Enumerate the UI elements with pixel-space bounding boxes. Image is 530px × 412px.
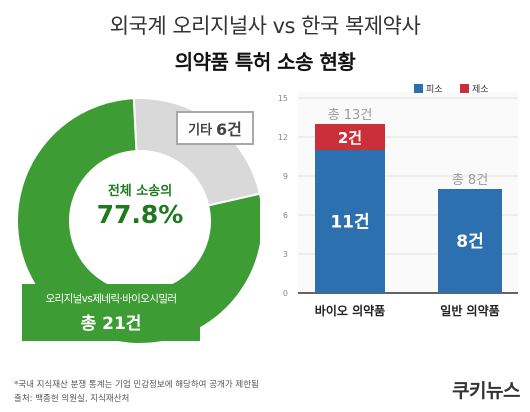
donut-other-callout: 기타 6건 [176, 111, 254, 145]
bar-total-label-0: 총 13건 [328, 108, 373, 123]
y-tick-label: 15 [278, 94, 288, 103]
donut-main-callout: 오리지널vs제네릭·바이오시밀러 총 21건 [22, 284, 200, 341]
footnote-line1: *국내 지식재산 분쟁 통계는 기업 민감정보에 해당하여 공개가 제한됨 [14, 380, 259, 390]
title-line2: 의약품 특허 소송 현황 [174, 50, 356, 74]
donut-other-label: 기타 [188, 122, 213, 138]
bar-value-label-0-1: 2건 [338, 129, 362, 147]
legend-label-1: 제소 [472, 84, 489, 95]
x-category-label-1: 일반 의약품 [440, 303, 499, 318]
bar-total-label-1: 총 8건 [452, 173, 488, 188]
y-tick-label: 3 [283, 250, 288, 259]
bar-0-0 [315, 150, 385, 293]
legend-label-0: 피소 [426, 84, 443, 95]
footnote: *국내 지식재산 분쟁 통계는 기업 민감정보에 해당하여 공개가 제한됨 출처… [14, 378, 259, 406]
title-line1: 외국계 오리지널사 vs 한국 복제약사 [109, 14, 421, 38]
brand-logo: 쿠키뉴스 [452, 380, 520, 402]
donut-main-value: 총 21건 [80, 314, 142, 334]
donut-main-label: 오리지널vs제네릭·바이오시밀러 [45, 293, 177, 305]
y-tick-label: 0 [283, 289, 288, 298]
y-tick-label: 12 [278, 133, 288, 142]
bar-value-label-1-0: 8건 [456, 232, 483, 252]
bar-value-label-0-0: 11건 [330, 213, 369, 233]
donut-center-value: 77.8% [96, 200, 184, 229]
legend-swatch-1 [460, 84, 469, 93]
bar-1-0 [438, 189, 502, 293]
bar-0-1 [315, 124, 385, 150]
y-tick-label: 6 [283, 211, 288, 220]
y-tick-label: 9 [283, 172, 288, 181]
x-category-label-0: 바이오 의약품 [315, 303, 385, 318]
donut-center-label: 전체 소송의 [107, 184, 173, 199]
donut-other-value: 6건 [216, 120, 242, 139]
footnote-line2: 출처: 백종헌 의원실, 지식재산처 [14, 394, 130, 404]
donut-slice-1 [132, 97, 260, 207]
legend-swatch-0 [414, 84, 423, 93]
